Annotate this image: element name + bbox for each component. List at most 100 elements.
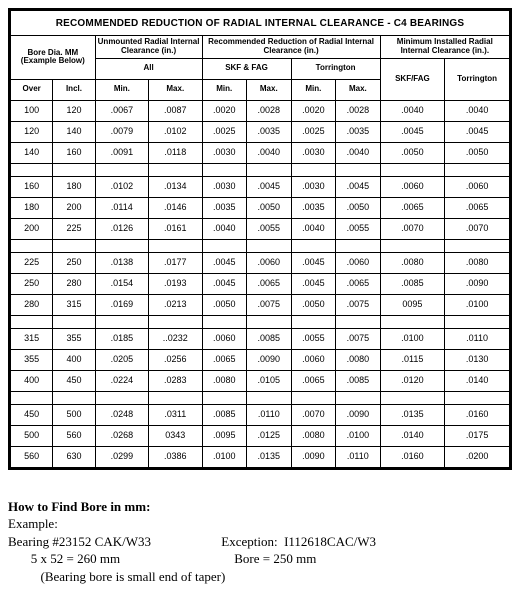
sub-torr: Torrington bbox=[291, 58, 380, 79]
cell-mi_tor: .0140 bbox=[445, 370, 510, 391]
cell-skf_min: .0040 bbox=[202, 218, 247, 239]
hdr-unmounted: Unmounted Radial Internal Clearance (in.… bbox=[95, 36, 202, 59]
cell-over: 100 bbox=[11, 100, 53, 121]
cell-over: 120 bbox=[11, 121, 53, 142]
cell-tor_min: .0040 bbox=[291, 218, 336, 239]
cell-incl: 120 bbox=[53, 100, 95, 121]
footnote-l1-left: Bearing #23152 CAK/W33 bbox=[8, 533, 218, 551]
cell-mi_tor: .0045 bbox=[445, 121, 510, 142]
table-row: 100120.0067.0087.0020.0028.0020.0028.004… bbox=[11, 100, 510, 121]
clearance-table: RECOMMENDED REDUCTION OF RADIAL INTERNAL… bbox=[10, 10, 510, 468]
cell-mi_skf: .0135 bbox=[380, 404, 445, 425]
cell-unm_min: .0114 bbox=[95, 197, 148, 218]
spacer-row bbox=[11, 163, 510, 176]
cell-incl: 315 bbox=[53, 294, 95, 315]
col-unm-min: Min. bbox=[95, 79, 148, 100]
cell-incl: 160 bbox=[53, 142, 95, 163]
cell-tor_min: .0025 bbox=[291, 121, 336, 142]
cell-incl: 450 bbox=[53, 370, 95, 391]
cell-unm_max: .0311 bbox=[149, 404, 202, 425]
cell-mi_skf: .0120 bbox=[380, 370, 445, 391]
cell-skf_max: .0125 bbox=[247, 425, 292, 446]
footnote-block: How to Find Bore in mm: Example: Bearing… bbox=[8, 498, 512, 586]
cell-mi_tor: .0050 bbox=[445, 142, 510, 163]
cell-tor_max: .0060 bbox=[336, 252, 381, 273]
cell-tor_max: .0050 bbox=[336, 197, 381, 218]
cell-skf_min: .0035 bbox=[202, 197, 247, 218]
cell-tor_min: .0065 bbox=[291, 370, 336, 391]
table-row: 315355.0185..0232.0060.0085.0055.0075.01… bbox=[11, 328, 510, 349]
table-row: 560630.0299.0386.0100.0135.0090.0110.016… bbox=[11, 446, 510, 467]
cell-tor_min: .0035 bbox=[291, 197, 336, 218]
col-unm-max: Max. bbox=[149, 79, 202, 100]
col-tor-max: Max. bbox=[336, 79, 381, 100]
cell-mi_skf: .0045 bbox=[380, 121, 445, 142]
hdr-reduction: Recommended Reduction of Radial Internal… bbox=[202, 36, 380, 59]
cell-unm_min: .0079 bbox=[95, 121, 148, 142]
table-row: 400450.0224.0283.0080.0105.0065.0085.012… bbox=[11, 370, 510, 391]
cell-unm_max: .0134 bbox=[149, 176, 202, 197]
cell-skf_max: .0040 bbox=[247, 142, 292, 163]
cell-over: 500 bbox=[11, 425, 53, 446]
cell-unm_min: .0067 bbox=[95, 100, 148, 121]
cell-tor_max: .0080 bbox=[336, 349, 381, 370]
cell-over: 355 bbox=[11, 349, 53, 370]
cell-tor_max: .0045 bbox=[336, 176, 381, 197]
table-row: 180200.0114.0146.0035.0050.0035.0050.006… bbox=[11, 197, 510, 218]
spacer-row bbox=[11, 391, 510, 404]
cell-unm_max: .0146 bbox=[149, 197, 202, 218]
cell-mi_tor: .0175 bbox=[445, 425, 510, 446]
cell-skf_max: .0050 bbox=[247, 197, 292, 218]
table-row: 160180.0102.0134.0030.0045.0030.0045.006… bbox=[11, 176, 510, 197]
cell-tor_min: .0030 bbox=[291, 142, 336, 163]
cell-tor_min: .0050 bbox=[291, 294, 336, 315]
cell-unm_min: .0154 bbox=[95, 273, 148, 294]
cell-skf_max: .0035 bbox=[247, 121, 292, 142]
cell-skf_min: .0030 bbox=[202, 176, 247, 197]
spacer-row bbox=[11, 315, 510, 328]
col-skf-max: Max. bbox=[247, 79, 292, 100]
cell-mi_tor: .0110 bbox=[445, 328, 510, 349]
cell-mi_skf: .0040 bbox=[380, 100, 445, 121]
cell-incl: 225 bbox=[53, 218, 95, 239]
cell-skf_min: .0085 bbox=[202, 404, 247, 425]
cell-skf_max: .0135 bbox=[247, 446, 292, 467]
cell-skf_min: .0080 bbox=[202, 370, 247, 391]
cell-skf_min: .0050 bbox=[202, 294, 247, 315]
cell-skf_max: .0075 bbox=[247, 294, 292, 315]
table-row: 140160.0091.0118.0030.0040.0030.0040.005… bbox=[11, 142, 510, 163]
cell-unm_max: .0213 bbox=[149, 294, 202, 315]
cell-tor_max: .0065 bbox=[336, 273, 381, 294]
cell-incl: 400 bbox=[53, 349, 95, 370]
cell-mi_tor: .0080 bbox=[445, 252, 510, 273]
cell-over: 315 bbox=[11, 328, 53, 349]
table-row: 200225.0126.0161.0040.0055.0040.0055.007… bbox=[11, 218, 510, 239]
cell-unm_max: .0386 bbox=[149, 446, 202, 467]
cell-over: 140 bbox=[11, 142, 53, 163]
cell-skf_max: .0110 bbox=[247, 404, 292, 425]
cell-unm_max: ..0232 bbox=[149, 328, 202, 349]
cell-skf_min: .0045 bbox=[202, 273, 247, 294]
cell-incl: 500 bbox=[53, 404, 95, 425]
cell-unm_min: .0169 bbox=[95, 294, 148, 315]
spacer-row bbox=[11, 239, 510, 252]
cell-unm_max: 0343 bbox=[149, 425, 202, 446]
cell-tor_max: .0085 bbox=[336, 370, 381, 391]
cell-skf_min: .0045 bbox=[202, 252, 247, 273]
cell-unm_max: .0177 bbox=[149, 252, 202, 273]
cell-unm_max: .0193 bbox=[149, 273, 202, 294]
cell-unm_max: .0087 bbox=[149, 100, 202, 121]
footnote-l3: (Bearing bore is small end of taper) bbox=[8, 568, 512, 586]
cell-tor_min: .0090 bbox=[291, 446, 336, 467]
sub-skf-fag-2: SKF/FAG bbox=[380, 58, 445, 100]
cell-over: 160 bbox=[11, 176, 53, 197]
cell-tor_min: .0080 bbox=[291, 425, 336, 446]
cell-over: 560 bbox=[11, 446, 53, 467]
cell-unm_min: .0224 bbox=[95, 370, 148, 391]
footnote-l2-right: Bore = 250 mm bbox=[221, 550, 316, 568]
cell-unm_max: .0283 bbox=[149, 370, 202, 391]
cell-skf_max: .0028 bbox=[247, 100, 292, 121]
cell-skf_min: .0100 bbox=[202, 446, 247, 467]
cell-unm_min: .0138 bbox=[95, 252, 148, 273]
cell-incl: 250 bbox=[53, 252, 95, 273]
